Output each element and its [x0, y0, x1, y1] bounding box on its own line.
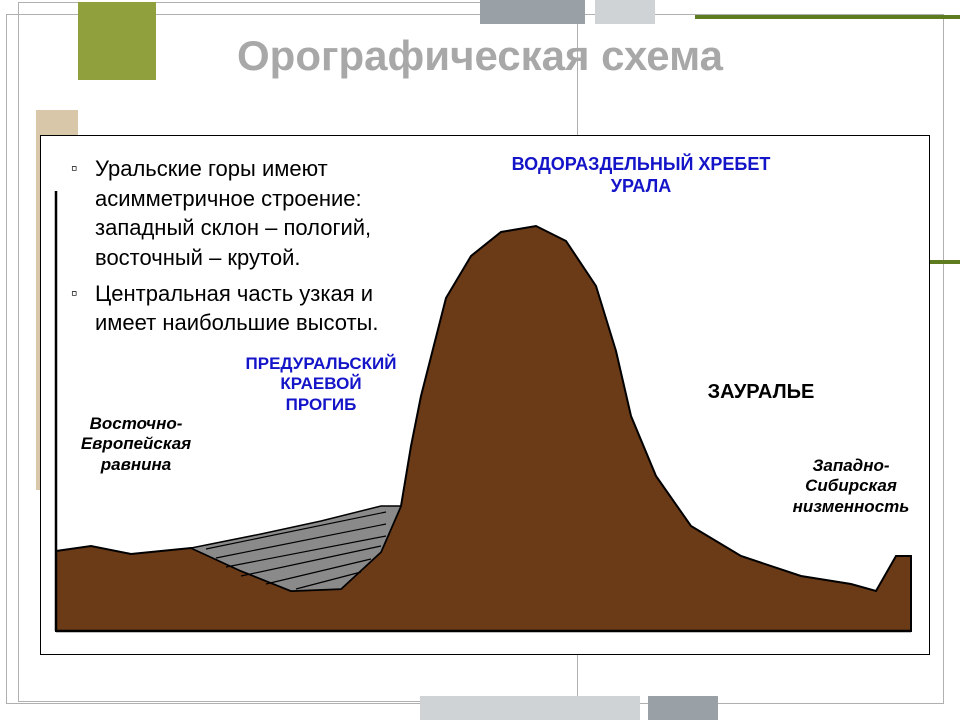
deco-green-line-top: [695, 15, 960, 19]
bullet-central: Центральная часть узкая и имеет наибольш…: [71, 279, 415, 338]
bullet-asymmetric: Уральские горы имеют асимметричное строе…: [71, 154, 415, 273]
page-title: Орографическая схема: [0, 32, 960, 80]
deco-gray-bottom: [420, 696, 640, 720]
deco-teal-bottom: [648, 696, 718, 720]
orographic-diagram: Уральские горы имеют асимметричное строе…: [40, 135, 930, 655]
description-box: Уральские горы имеют асимметричное строе…: [65, 150, 421, 352]
deco-gray-top-2: [595, 0, 655, 24]
deco-gray-top-1: [480, 0, 585, 24]
